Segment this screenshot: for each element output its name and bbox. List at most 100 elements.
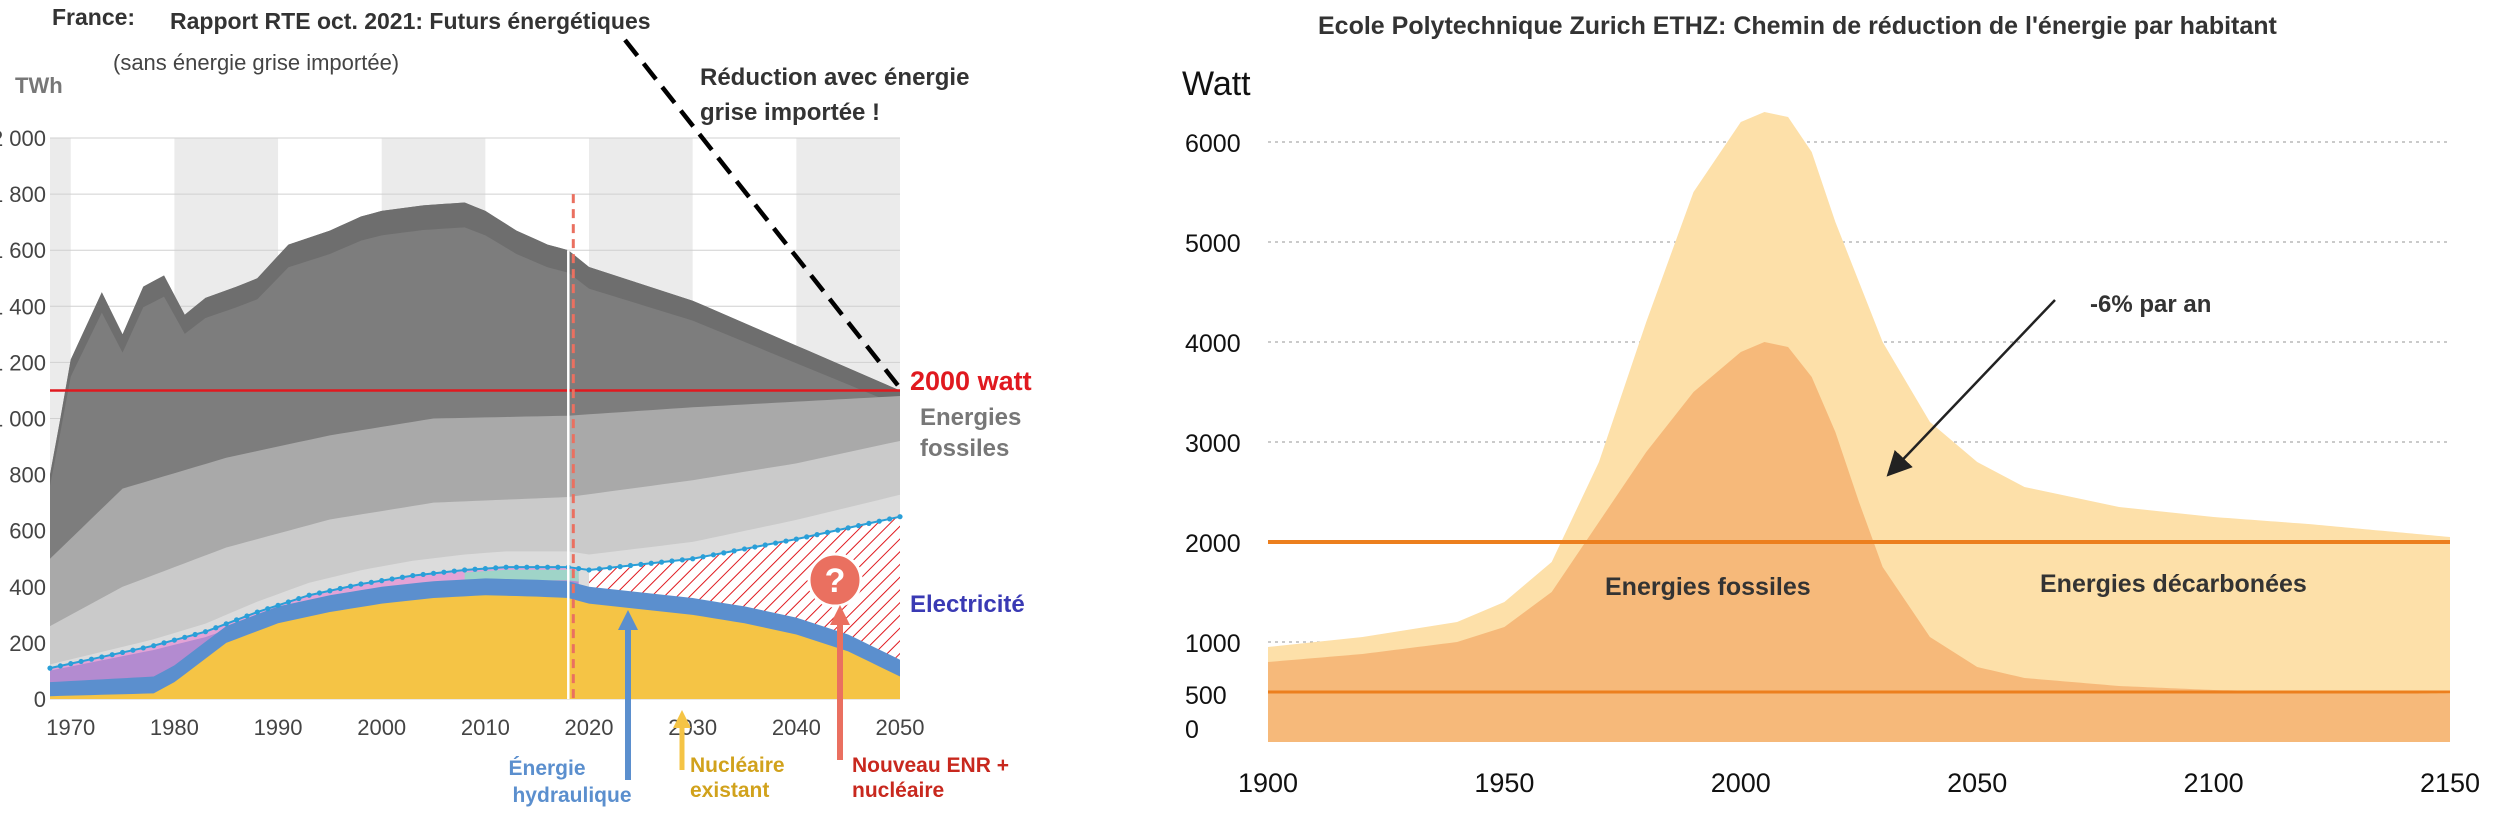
electricity-point <box>638 561 644 567</box>
left-y-tick: 1 600 <box>0 238 46 263</box>
right-y-ticks: 0 500 1000 2000 3000 4000 5000 6000 <box>1185 130 1241 744</box>
right-x-tick: 2050 <box>1947 768 2007 798</box>
electricity-point <box>814 532 820 538</box>
electricity-point <box>783 538 789 544</box>
electricity-point <box>296 595 302 602</box>
right-areas <box>1268 112 2450 742</box>
left-y-tick: 800 <box>9 463 46 488</box>
electricity-point <box>389 576 395 582</box>
right-x-tick: 1900 <box>1238 768 1298 798</box>
electricity-point <box>493 565 499 571</box>
electricity-point <box>710 552 717 558</box>
electricity-point <box>897 514 903 520</box>
electricity-point <box>254 609 260 615</box>
left-y-tick: 1 400 <box>0 294 46 319</box>
electricity-point <box>690 556 696 562</box>
left-y-tick: 1 000 <box>0 407 46 432</box>
left-x-tick: 2010 <box>461 715 510 740</box>
arrow-nucleaire-head <box>673 710 691 728</box>
right-y-tick: 2000 <box>1185 530 1241 558</box>
electricity-point <box>348 583 354 589</box>
electricity-point <box>358 581 364 587</box>
left-x-tick: 2000 <box>357 715 406 740</box>
electricity-point <box>835 527 841 533</box>
left-x-tick: 2050 <box>876 715 925 740</box>
electricity-point <box>399 574 406 580</box>
electricity-point <box>679 557 685 563</box>
electricity-point <box>451 568 457 574</box>
electricity-point <box>420 571 426 578</box>
electricity-point <box>700 554 706 560</box>
electricity-point <box>773 540 779 546</box>
electricity-point <box>244 613 250 619</box>
left-x-tick: 1990 <box>254 715 303 740</box>
right-title: Ecole Polytechnique Zurich ETHZ: Chemin … <box>1318 12 2278 40</box>
electricity-point <box>213 625 219 631</box>
left-x-tick: 2040 <box>772 715 821 740</box>
electricity-point <box>410 572 416 579</box>
electricity-point <box>151 643 157 649</box>
electricity-point <box>119 649 126 656</box>
right-y-tick: 0 <box>1185 716 1199 744</box>
electricity-point <box>845 525 851 531</box>
question-circle <box>807 552 863 608</box>
label-electricite: Electricité <box>910 591 1025 618</box>
electricity-point <box>285 599 292 605</box>
electricity-point <box>627 562 634 569</box>
electricity-point <box>731 548 737 554</box>
right-x-tick: 2100 <box>2184 768 2244 798</box>
electricity-point <box>171 637 177 643</box>
question-mark: ? <box>825 562 846 600</box>
left-chart: 0 200 400 600 800 1 000 1 200 1 400 1 600 1 800 2 … <box>0 4 1032 807</box>
electricity-point <box>99 654 105 660</box>
electricity-point <box>607 565 613 571</box>
left-y-tick: 1 800 <box>0 182 46 207</box>
electricity-point <box>430 570 437 576</box>
electricity-point <box>658 559 665 565</box>
electricity-point <box>233 617 240 623</box>
electricity-point <box>223 621 229 627</box>
electricity-point <box>617 564 623 570</box>
electricity-point <box>534 564 540 570</box>
electricity-point <box>576 565 582 572</box>
electricity-point <box>482 565 488 572</box>
right-chart: Ecole Polytechnique Zurich ETHZ: Chemin … <box>1182 12 2480 798</box>
left-title: France: <box>52 4 135 30</box>
arrow-reduction <box>1886 299 2056 477</box>
annotation-reduction-line2: grise importée ! <box>700 99 880 126</box>
left-x-tick: 1970 <box>46 715 95 740</box>
area-nuclear-existing <box>50 595 900 699</box>
electricity-point <box>544 564 551 570</box>
electricity-point <box>462 567 468 573</box>
electricity-point <box>88 656 95 662</box>
electricity-point <box>824 529 831 535</box>
electricity-point <box>721 550 727 556</box>
electricity-point <box>109 652 115 658</box>
electricity-point <box>68 661 74 667</box>
label-nucleaire-line2: existant <box>690 779 769 802</box>
electricity-point <box>648 560 654 566</box>
label-nouveau-line2: nucléaire <box>852 779 944 802</box>
label-energies-decarbonees: Energies décarbonées <box>2040 570 2307 598</box>
right-y-tick: 4000 <box>1185 330 1241 358</box>
electricity-point <box>306 592 312 598</box>
electricity-point <box>586 567 592 573</box>
right-reference-lines <box>1268 540 2450 694</box>
left-y-tick: 2 000 <box>0 126 46 151</box>
left-electricity-dots <box>47 514 903 671</box>
electricity-point <box>57 663 63 669</box>
electricity-point <box>161 640 167 646</box>
electricity-point <box>337 585 343 592</box>
label-2000-watt: 2000 watt <box>910 366 1032 396</box>
electricity-point <box>327 588 333 594</box>
electricity-point <box>793 536 799 542</box>
left-y-tick: 200 <box>9 631 46 656</box>
left-y-tick: 1 200 <box>0 350 46 375</box>
electricity-point <box>130 647 136 653</box>
right-y-tick: 6000 <box>1185 130 1241 158</box>
electricity-point <box>887 516 893 522</box>
electricity-point <box>275 602 281 608</box>
label-nouveau-line1: Nouveau ENR + <box>852 754 1009 777</box>
label-nucleaire-line1: Nucléaire <box>690 754 785 777</box>
